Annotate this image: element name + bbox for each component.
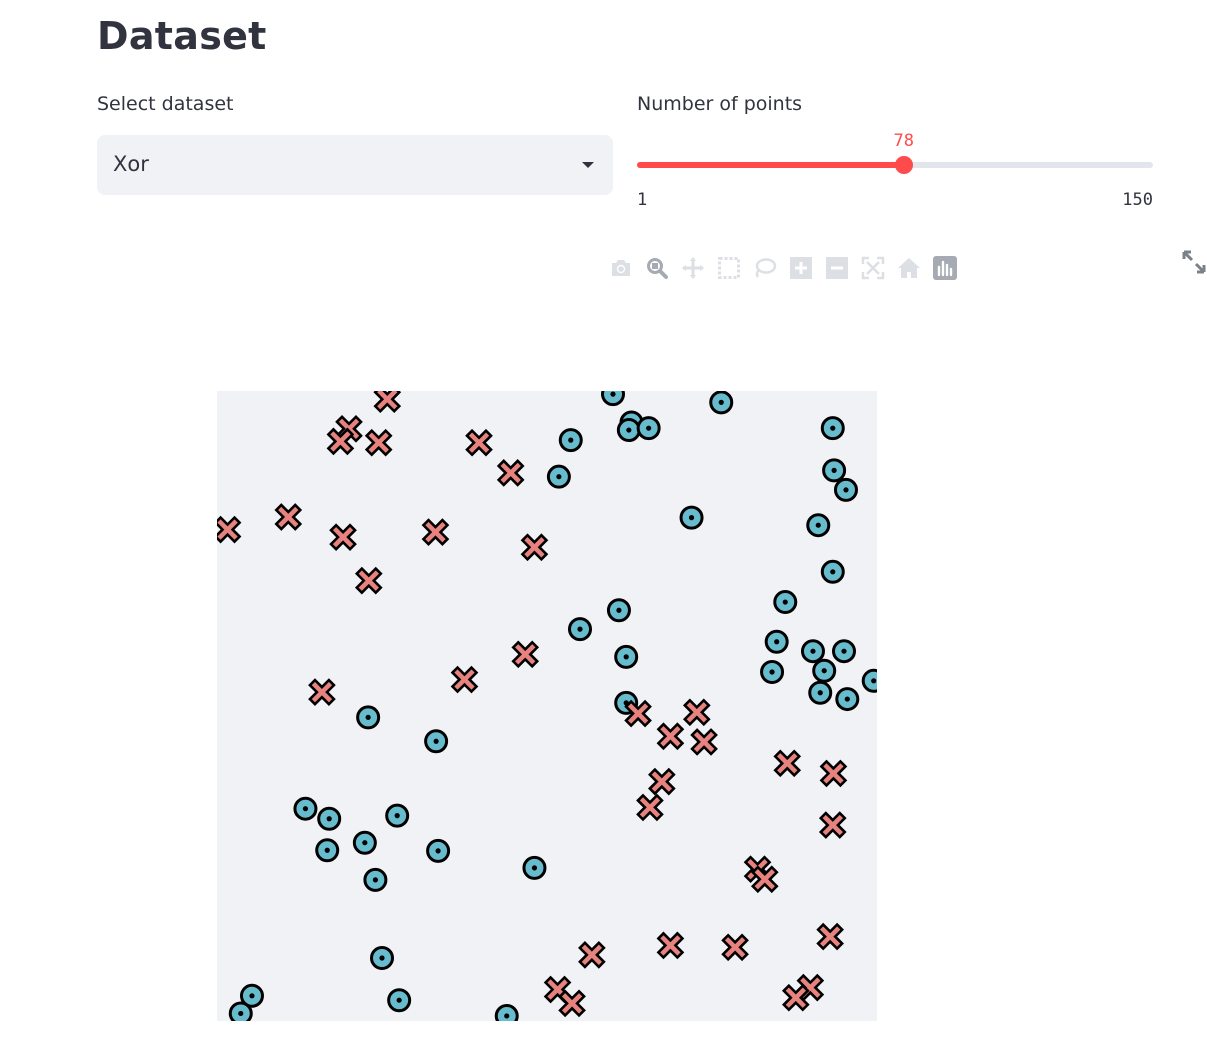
dataset-select[interactable]: Xor: [97, 135, 613, 195]
scatter-point-cross[interactable]: [578, 941, 606, 969]
autoscale-icon[interactable]: [855, 254, 891, 282]
scatter-point-cross[interactable]: [682, 698, 711, 727]
scatter-point-circle[interactable]: [494, 1003, 519, 1021]
zoom-in-icon[interactable]: [783, 254, 819, 282]
scatter-point-circle[interactable]: [832, 639, 856, 664]
scatter-point-circle[interactable]: [293, 796, 318, 821]
scatter-point-cross[interactable]: [750, 865, 779, 894]
scatter-point-circle[interactable]: [522, 855, 547, 880]
scatter-point-circle[interactable]: [558, 428, 583, 453]
scatter-point-circle[interactable]: [820, 559, 845, 584]
slider-min-label: 1: [637, 190, 648, 210]
scatter-point-cross[interactable]: [656, 931, 685, 960]
scatter-point-circle[interactable]: [764, 629, 789, 654]
scatter-point-circle[interactable]: [709, 391, 734, 415]
camera-icon[interactable]: [603, 254, 639, 282]
scatter-point-circle[interactable]: [239, 983, 264, 1008]
scatter-point-cross[interactable]: [636, 793, 664, 822]
scatter-point-cross[interactable]: [354, 566, 383, 595]
box-select-icon[interactable]: [711, 254, 747, 282]
number-of-points-label: Number of points: [637, 93, 803, 115]
scatter-point-circle[interactable]: [601, 391, 625, 407]
scatter-point-cross[interactable]: [721, 933, 749, 962]
scatter-point-circle[interactable]: [822, 458, 847, 483]
scatter-point-cross[interactable]: [274, 503, 303, 531]
page-title: Dataset: [97, 14, 267, 58]
scatter-point-cross[interactable]: [558, 989, 586, 1018]
scatter-point-circle[interactable]: [606, 598, 631, 623]
scatter-point-circle[interactable]: [773, 590, 798, 615]
scatter-point-cross[interactable]: [773, 749, 802, 778]
scatter-point-circle[interactable]: [800, 639, 825, 664]
scatter-point-cross[interactable]: [326, 427, 355, 456]
reset-axes-icon[interactable]: [891, 254, 927, 282]
scatter-point-cross[interactable]: [329, 523, 357, 551]
scatter-point-cross[interactable]: [373, 391, 402, 414]
scatter-svg: [217, 391, 877, 1021]
scatter-point-cross[interactable]: [690, 728, 718, 756]
scatter-plot[interactable]: [217, 391, 877, 1021]
pan-icon[interactable]: [675, 254, 711, 282]
scatter-point-circle[interactable]: [228, 1001, 253, 1021]
lasso-select-icon[interactable]: [747, 254, 783, 282]
scatter-point-circle[interactable]: [385, 803, 410, 828]
scatter-point-circle[interactable]: [833, 477, 858, 502]
scatter-point-circle[interactable]: [679, 505, 704, 530]
scatter-point-circle[interactable]: [315, 838, 340, 863]
scatter-point-cross[interactable]: [781, 983, 810, 1012]
scatter-point-cross[interactable]: [421, 518, 450, 546]
scatter-point-cross[interactable]: [465, 428, 493, 457]
select-dataset-label: Select dataset: [97, 93, 234, 115]
scatter-point-cross[interactable]: [450, 665, 479, 694]
scatter-point-circle[interactable]: [424, 729, 449, 754]
scatter-point-circle[interactable]: [835, 687, 860, 712]
zoom-out-icon[interactable]: [819, 254, 855, 282]
scatter-point-circle[interactable]: [356, 705, 381, 730]
scatter-point-circle[interactable]: [616, 418, 641, 443]
scatter-point-circle[interactable]: [317, 806, 342, 831]
scatter-point-circle[interactable]: [363, 867, 388, 892]
scatter-point-cross[interactable]: [520, 533, 549, 562]
scatter-point-cross[interactable]: [364, 428, 393, 457]
scatter-point-cross[interactable]: [816, 922, 844, 951]
slider-fill: [637, 162, 904, 168]
slider-current-value: 78: [893, 131, 915, 151]
scatter-point-circle[interactable]: [568, 617, 592, 642]
scatter-point-circle[interactable]: [812, 658, 837, 683]
plot-modebar: [603, 254, 963, 282]
chevron-down-icon[interactable]: [582, 162, 594, 168]
scatter-point-cross[interactable]: [308, 678, 336, 706]
scatter-point-cross[interactable]: [511, 640, 540, 669]
scatter-point-cross[interactable]: [496, 459, 525, 487]
scatter-point-circle[interactable]: [861, 668, 877, 693]
scatter-point-circle[interactable]: [808, 680, 833, 705]
scatter-point-cross[interactable]: [818, 811, 847, 839]
scatter-point-circle[interactable]: [614, 644, 639, 669]
scatter-point-circle[interactable]: [546, 464, 571, 489]
scatter-point-circle[interactable]: [387, 988, 412, 1013]
zoom-icon[interactable]: [639, 254, 675, 282]
scatter-point-circle[interactable]: [760, 659, 785, 684]
scatter-point-circle[interactable]: [370, 946, 394, 970]
scatter-point-cross[interactable]: [648, 767, 676, 796]
scatter-point-circle[interactable]: [806, 513, 831, 538]
plotly-logo-icon[interactable]: [927, 254, 963, 282]
slider-thumb[interactable]: [894, 156, 913, 174]
scatter-point-cross[interactable]: [217, 515, 242, 544]
dataset-select-value: Xor: [113, 152, 149, 176]
scatter-point-cross[interactable]: [819, 759, 848, 788]
expand-icon[interactable]: [1181, 249, 1207, 275]
scatter-point-cross[interactable]: [656, 722, 685, 751]
slider-max-label: 150: [1122, 190, 1153, 210]
scatter-point-circle[interactable]: [820, 416, 845, 441]
scatter-point-circle[interactable]: [352, 830, 377, 855]
scatter-point-cross[interactable]: [624, 699, 652, 728]
scatter-point-circle[interactable]: [636, 416, 661, 441]
scatter-point-circle[interactable]: [426, 838, 451, 863]
number-of-points-slider[interactable]: [637, 156, 1153, 174]
